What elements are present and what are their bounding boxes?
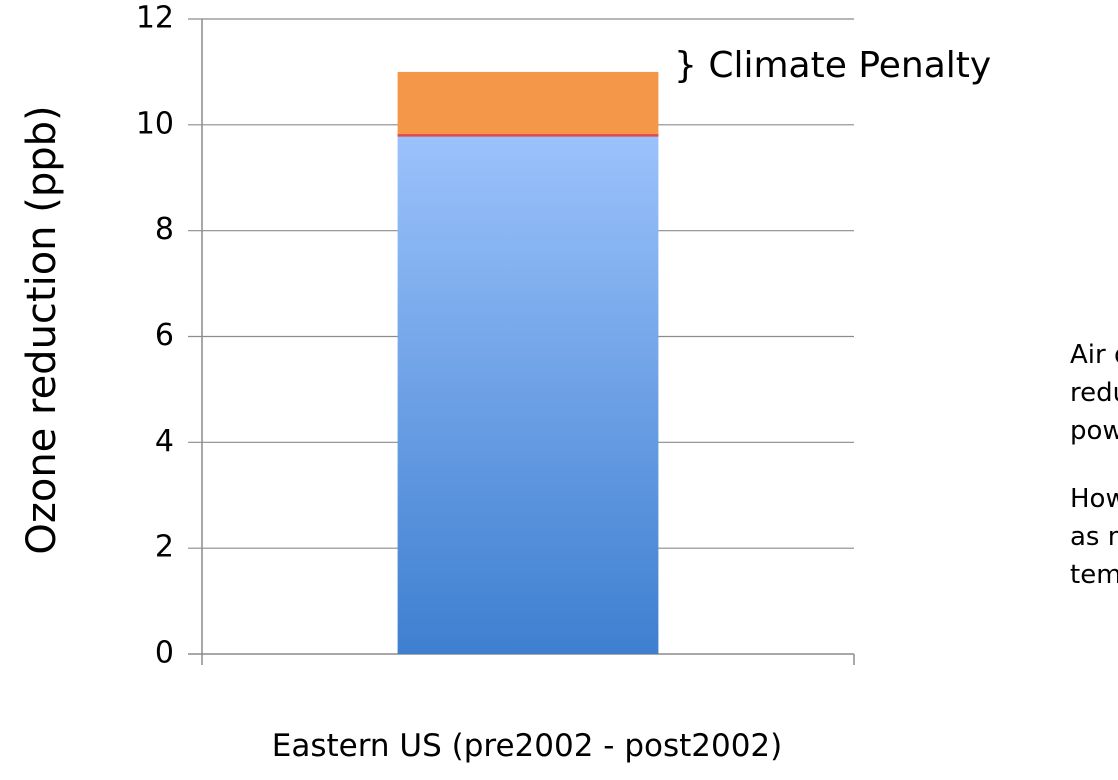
- y-tick-label-12: 12: [136, 1, 174, 36]
- climate-penalty-annotation: } Climate Penalty: [674, 45, 991, 86]
- side-note-line: Howeve: [1070, 484, 1118, 514]
- bars: [397, 71, 659, 654]
- side-note-paragraph-2: Howeve as much tempera: [1070, 480, 1118, 594]
- bar-segment-climate-penalty: [397, 71, 659, 136]
- y-tick-label-4: 4: [155, 424, 174, 459]
- side-note-line: as much: [1070, 522, 1118, 552]
- y-tick-labels: 0 2 4 6 8 10 12: [136, 1, 174, 671]
- y-tick-label-8: 8: [155, 212, 174, 247]
- bar-segment-base: [397, 135, 659, 654]
- side-note-line: reductio: [1070, 378, 1118, 408]
- y-tick-label-6: 6: [155, 318, 174, 353]
- side-note-line: Air quali: [1070, 340, 1118, 370]
- side-note-line: power p: [1070, 416, 1118, 446]
- y-tick-label-10: 10: [136, 106, 174, 141]
- side-note-paragraph-1: Air quali reductio power p: [1070, 336, 1118, 450]
- y-tick-label-0: 0: [155, 636, 174, 671]
- y-axis-title: Ozone reduction (ppb): [19, 105, 65, 554]
- y-tick-label-2: 2: [155, 530, 174, 565]
- side-note-line: tempera: [1070, 560, 1118, 590]
- x-category-label: Eastern US (pre2002 - post2002): [272, 728, 783, 764]
